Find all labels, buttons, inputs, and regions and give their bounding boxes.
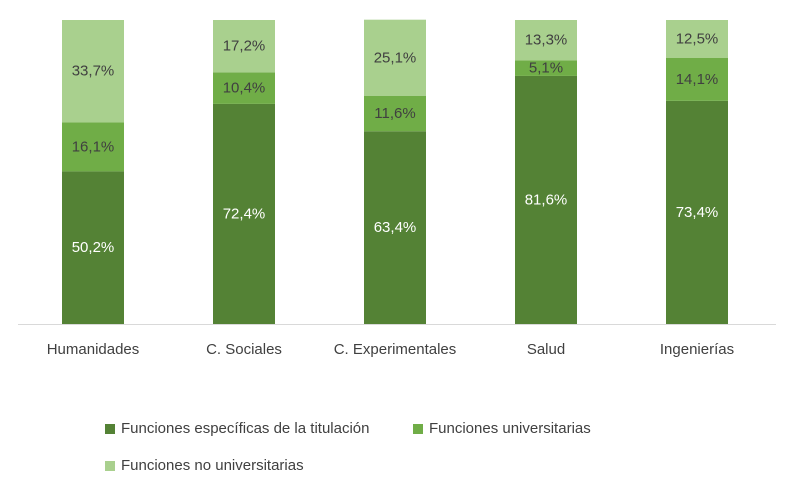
data-label-series-2-cat-3: 13,3% — [525, 32, 568, 49]
category-labels: Humanidades C. Sociales C. Experimentales S… — [47, 341, 734, 358]
data-label-series-1-cat-3: 5,1% — [529, 60, 563, 77]
bar-segment-series-2-cat-4 — [666, 20, 728, 58]
data-label-series-2-cat-0: 33,7% — [72, 63, 115, 80]
legend-item-series-1: Funciones universitarias — [413, 420, 591, 437]
bar-segment-series-2-cat-3 — [515, 20, 577, 61]
legend-swatch-series-2 — [105, 460, 115, 471]
data-label-series-2-cat-4: 12,5% — [676, 31, 719, 48]
bar-segment-series-2-cat-2 — [364, 19, 426, 96]
bar-segment-series-1-cat-2 — [364, 96, 426, 132]
category-label-0: Humanidades — [47, 341, 140, 358]
legend-swatch-series-0 — [105, 423, 115, 434]
legend-swatch-series-1 — [413, 423, 423, 434]
bar-segment-series-2-cat-0 — [62, 20, 124, 123]
data-label-series-2-cat-2: 25,1% — [374, 49, 417, 66]
bar-segment-series-1-cat-4 — [666, 58, 728, 101]
bar-segment-series-2-cat-1 — [213, 20, 275, 73]
bar-segment-series-0-cat-0 — [62, 171, 124, 324]
legend-label-series-1: Funciones universitarias — [429, 420, 591, 437]
legend-item-series-2: Funciones no universitarias — [105, 457, 304, 474]
legend-label-series-2: Funciones no universitarias — [121, 457, 304, 474]
bars-group: 50,2% 16,1% 33,7% 72,4% 10,4% 17,2% 63,4% 11,6%… — [62, 19, 728, 325]
bar-segment-series-0-cat-2 — [364, 131, 426, 324]
legend-item-series-0: Funciones específicas de la titulación — [105, 420, 369, 437]
data-label-series-0-cat-2: 63,4% — [374, 219, 417, 236]
data-label-series-1-cat-4: 14,1% — [676, 71, 719, 88]
category-label-3: Salud — [527, 341, 565, 358]
data-label-series-0-cat-3: 81,6% — [525, 191, 568, 208]
bar-segment-series-1-cat-1 — [213, 72, 275, 104]
data-label-series-1-cat-2: 11,6% — [374, 105, 415, 122]
data-label-series-2-cat-1: 17,2% — [223, 38, 266, 55]
data-label-series-0-cat-0: 50,2% — [72, 239, 115, 256]
data-label-series-0-cat-1: 72,4% — [223, 205, 266, 222]
legend-label-series-0: Funciones específicas de la titulación — [121, 420, 370, 437]
bar-segment-series-0-cat-1 — [213, 103, 275, 325]
category-label-2: C. Experimentales — [334, 341, 457, 358]
bar-segment-series-0-cat-3 — [515, 75, 577, 324]
data-label-series-1-cat-0: 16,1% — [72, 138, 115, 155]
category-label-1: C. Sociales — [206, 341, 282, 358]
data-label-series-1-cat-1: 10,4% — [223, 80, 266, 97]
bar-segment-series-1-cat-3 — [515, 60, 577, 76]
bar-segment-series-1-cat-0 — [62, 122, 124, 172]
category-label-4: Ingenierías — [660, 341, 734, 358]
bar-segment-series-0-cat-4 — [666, 100, 728, 324]
data-label-series-0-cat-4: 73,4% — [676, 204, 719, 221]
